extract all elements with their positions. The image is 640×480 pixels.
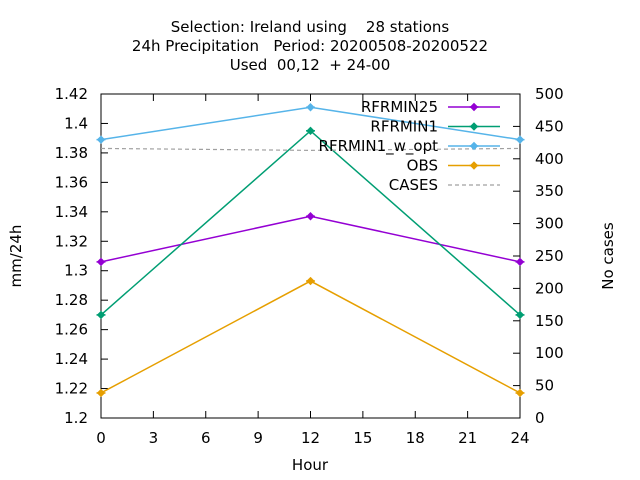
y-tick-label: 1.28 — [55, 291, 88, 309]
legend-entry-cases: CASES — [389, 176, 500, 194]
series-cases — [100, 147, 521, 151]
y-tick-label: 1.4 — [64, 114, 88, 132]
x-tick-label: 9 — [253, 429, 263, 447]
y-tick-label: 1.24 — [55, 350, 88, 368]
axis-ticks: 0 3 6 9 12 15 18 21 24 1.2 1.22 1.24 1.26 1.28 1.3 1.32… — [55, 85, 564, 447]
legend-label: RFRMIN1 — [370, 118, 438, 136]
y-axis-label: mm/24h — [7, 225, 25, 288]
chart-title: Selection: Ireland using 28 stations24h … — [132, 18, 488, 74]
y-tick-label: 1.38 — [55, 144, 88, 162]
series-obs — [96, 276, 525, 398]
y-tick-label: 1.3 — [64, 262, 88, 280]
legend-entry-rfrmin1-w-opt: RFRMIN1_w_opt — [319, 137, 500, 156]
axis-labels: Hour mm/24h No cases — [7, 222, 617, 474]
x-tick-label: 6 — [201, 429, 211, 447]
series-rfrmin25 — [96, 212, 525, 267]
y2-tick-label: 350 — [535, 182, 564, 200]
y-tick-label: 1.32 — [55, 232, 88, 250]
series-rfrmin1-line — [100, 129, 521, 316]
y-tick-label: 1.42 — [55, 85, 88, 103]
x-tick-label: 3 — [149, 429, 159, 447]
y2-tick-label: 50 — [535, 377, 554, 395]
x-tick-label: 21 — [458, 429, 477, 447]
legend-entry-rfrmin25: RFRMIN25 — [361, 98, 500, 116]
chart-title-line: Used 00,12 + 24-00 — [230, 56, 390, 74]
x-tick-label: 0 — [96, 429, 106, 447]
chart-title-line: Selection: Ireland using 28 stations — [171, 18, 450, 36]
legend-label: CASES — [389, 176, 438, 194]
y-tick-label: 1.22 — [55, 380, 88, 398]
x-tick-label: 18 — [406, 429, 425, 447]
series-cases-line — [100, 147, 521, 151]
y-tick-label: 1.36 — [55, 173, 88, 191]
plot-area — [100, 93, 521, 419]
legend-label: OBS — [407, 157, 438, 175]
legend-entry-obs: OBS — [407, 157, 500, 175]
x-axis-label: Hour — [292, 456, 329, 474]
legend-label: RFRMIN1_w_opt — [319, 137, 439, 156]
x-tick-label: 24 — [510, 429, 529, 447]
y2-axis-label: No cases — [599, 222, 617, 290]
y2-tick-label: 250 — [535, 247, 564, 265]
series-rfrmin1-w-opt — [96, 103, 525, 144]
y2-tick-label: 150 — [535, 312, 564, 330]
y2-tick-label: 450 — [535, 117, 564, 135]
series-layer — [96, 103, 525, 398]
y2-tick-label: 400 — [535, 150, 564, 168]
x-tick-label: 15 — [353, 429, 372, 447]
y-tick-label: 1.2 — [64, 409, 88, 427]
series-rfrmin25-line — [100, 215, 521, 263]
y-tick-label: 1.26 — [55, 321, 88, 339]
y2-tick-label: 0 — [535, 409, 545, 427]
legend-entry-rfrmin1: RFRMIN1 — [370, 118, 500, 136]
plot-frame — [100, 93, 521, 419]
legend-label: RFRMIN25 — [361, 98, 438, 116]
y2-tick-label: 500 — [535, 85, 564, 103]
chart-title-line: 24h Precipitation Period: 20200508-20200… — [132, 37, 488, 55]
y2-tick-label: 300 — [535, 215, 564, 233]
series-rfrmin1 — [96, 126, 525, 320]
series-obs-line — [100, 280, 521, 394]
x-tick-label: 12 — [301, 429, 320, 447]
y2-tick-label: 100 — [535, 344, 564, 362]
y2-tick-label: 200 — [535, 279, 564, 297]
y-tick-label: 1.34 — [55, 203, 88, 221]
